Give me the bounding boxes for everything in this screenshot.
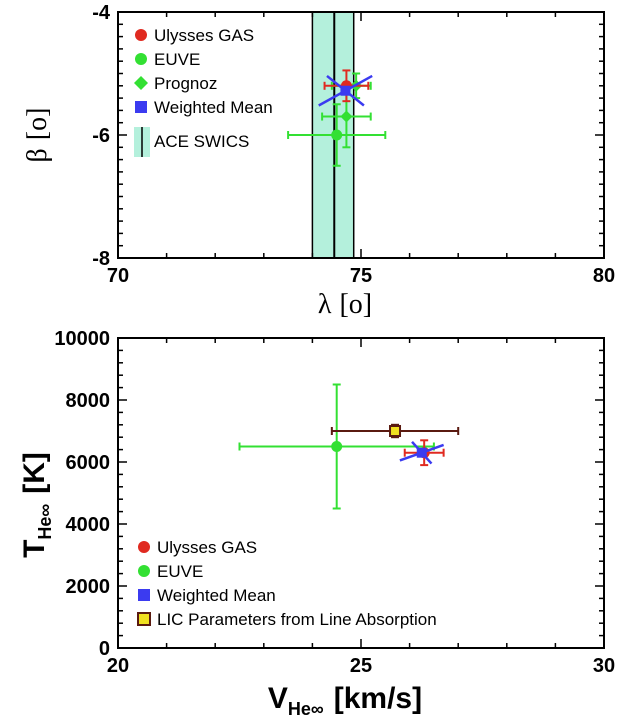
- panel-bottom: 0 2000 4000 6000 8000 10000 20 25 30 VHe…: [18, 328, 615, 718]
- legend-label-lic-parameters: LIC Parameters from Line Absorption: [157, 610, 437, 629]
- bottom-legend: Ulysses GAS EUVE Weighted Mean LIC Param…: [137, 538, 437, 629]
- bottom-ytick-label: 10000: [54, 328, 110, 350]
- lic-parameters-from-line-absorption-point: [389, 425, 402, 437]
- top-x-axis-label: λ [o]: [318, 289, 372, 320]
- top-axis-ticks: [117, 11, 605, 259]
- legend-label-euve: EUVE: [154, 50, 200, 69]
- bottom-ytick-label: 2000: [66, 576, 111, 598]
- bottom-axis-ticks: [117, 337, 605, 649]
- bottom-ytick-label: 6000: [66, 452, 111, 474]
- top-xtick-label: 80: [593, 265, 615, 287]
- legend-marker-euve: [135, 53, 147, 65]
- top-xtick-label: 70: [107, 265, 129, 287]
- bottom-x-axis-label: VHe∞ [km/s]: [268, 682, 422, 718]
- legend-marker-weighted-mean: [135, 101, 147, 113]
- legend-marker-ulysses-gas: [138, 541, 150, 553]
- top-legend: Ulysses GAS EUVE Prognoz Weighted Mean A…: [134, 26, 273, 157]
- weighted-mean-point: [416, 447, 427, 458]
- legend-marker-lic-parameters: [137, 612, 151, 626]
- bottom-ytick-label: 4000: [66, 514, 111, 536]
- euve-point: [331, 441, 343, 452]
- bottom-plot-marks: [238, 383, 460, 510]
- top-xtick-label: 75: [350, 265, 372, 287]
- weighted-mean-point: [340, 85, 351, 96]
- bottom-ytick-label: 0: [99, 638, 110, 660]
- legend-marker-euve: [138, 565, 150, 577]
- top-ytick-label: -8: [92, 248, 110, 270]
- bottom-y-axis-label: THe∞[K]: [18, 452, 55, 558]
- legend-label-ulysses-gas: Ulysses GAS: [154, 26, 254, 45]
- bottom-ytick-label: 8000: [66, 390, 111, 412]
- prognoz-point: [340, 110, 353, 123]
- legend-label-prognoz: Prognoz: [154, 74, 217, 93]
- legend-label-weighted-mean: Weighted Mean: [157, 586, 276, 605]
- bottom-xtick-label: 30: [593, 655, 615, 677]
- bottom-xtick-label: 25: [350, 655, 372, 677]
- legend-marker-prognoz: [134, 76, 148, 90]
- top-y-axis-label: β[o]: [22, 108, 53, 163]
- panel-top: -4 -6 -8 70 75 80 λ [o] β[o] Ulysses GAS …: [22, 2, 615, 320]
- legend-label-weighted-mean: Weighted Mean: [154, 98, 273, 117]
- legend-label-euve: EUVE: [157, 562, 203, 581]
- legend-label-ulysses-gas: Ulysses GAS: [157, 538, 257, 557]
- legend-marker-weighted-mean: [138, 589, 150, 601]
- legend-label-ace-swics: ACE SWICS: [154, 132, 249, 151]
- top-ytick-label: -4: [92, 2, 111, 24]
- legend-marker-ulysses-gas: [135, 29, 147, 41]
- euve-point: [331, 129, 343, 141]
- top-ytick-label: -6: [92, 125, 110, 147]
- bottom-xtick-label: 20: [107, 655, 129, 677]
- top-plot-marks: [287, 69, 387, 167]
